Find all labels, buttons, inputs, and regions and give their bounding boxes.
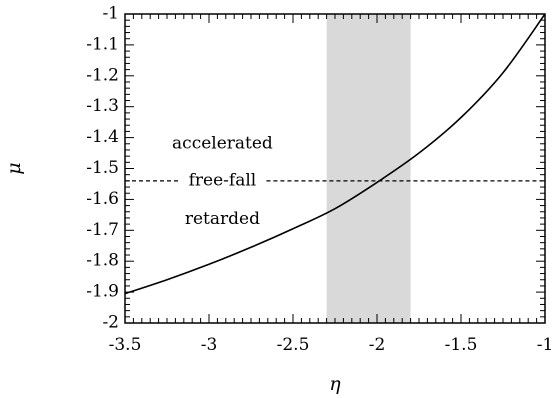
y-tick-label: -1.3 (86, 96, 119, 116)
y-tick-label: -1.7 (86, 220, 119, 240)
y-tick-label: -1.8 (86, 251, 119, 271)
x-tick-label: -3.5 (109, 335, 142, 355)
series-line (124, 13, 546, 295)
y-tick-label: -1.6 (86, 189, 119, 209)
tick-labels: -3.5 -3 -2.5 -2 -1.5 -1 -1 -1.1 -1.2 -1.3 -1.4 -1.5… (86, 4, 553, 356)
x-axis-title: η (329, 373, 341, 395)
y-tick-label: -1.4 (86, 127, 119, 147)
y-tick-label: -1.1 (86, 34, 119, 54)
y-tick-label: -1.9 (86, 282, 119, 302)
annotation-accelerated: accelerated (172, 133, 273, 153)
x-tick-label: -1.5 (445, 335, 478, 355)
ticks (124, 13, 546, 324)
x-tick-label: -3 (201, 335, 218, 355)
y-tick-label: -2 (102, 313, 119, 333)
x-tick-label: -2 (369, 335, 386, 355)
y-tick-label: -1 (102, 4, 119, 24)
annotation-retarded: retarded (185, 209, 260, 229)
plot-frame (124, 13, 546, 324)
y-tick-label: -1.2 (86, 65, 119, 85)
annotation-free-fall: free-fall (189, 170, 257, 190)
y-axis-title: μ (3, 162, 25, 174)
x-tick-label: -2.5 (277, 335, 310, 355)
y-tick-label: -1.5 (86, 158, 119, 178)
x-tick-label: -1 (537, 335, 554, 355)
